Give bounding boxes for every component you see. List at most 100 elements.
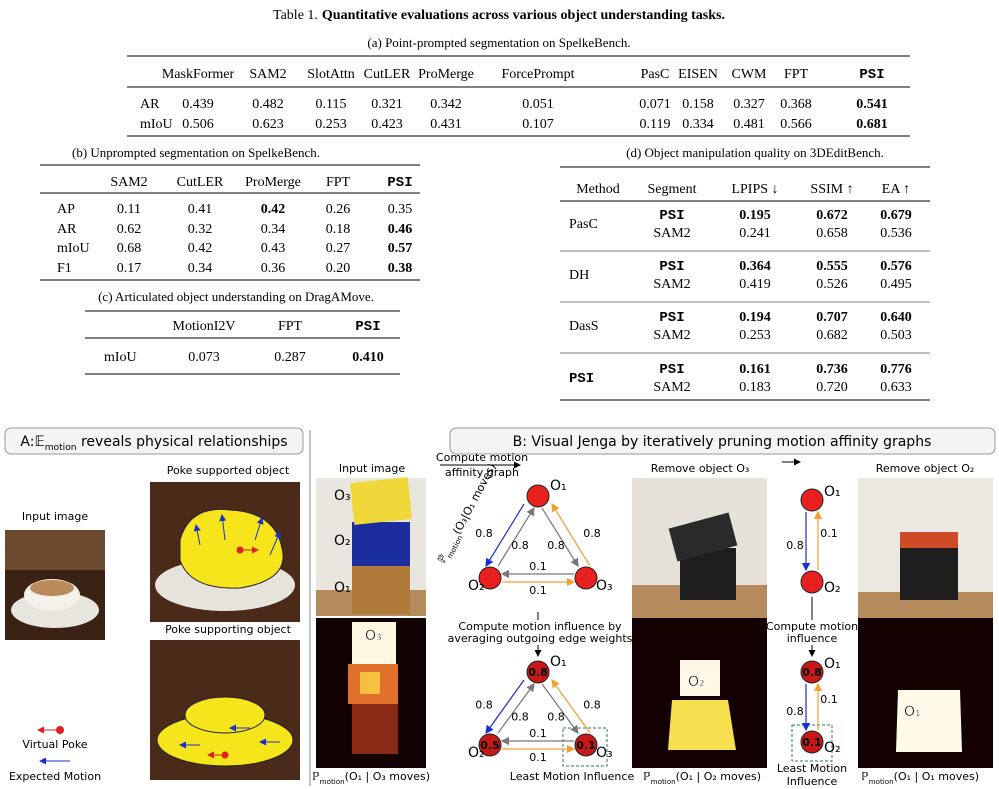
cell: 0.115: [316, 97, 347, 112]
cell: 0.555: [816, 259, 848, 274]
node-label: O₂: [824, 740, 841, 756]
symbol: 𝔼: [34, 434, 44, 450]
cell: 0.482: [252, 97, 284, 112]
edge-weight: 0.8: [475, 527, 493, 540]
image-label: Input image: [339, 462, 405, 475]
segment: PSI: [659, 208, 684, 224]
heatmap-caption: ℙmotion(O₁ | O₁ moves): [861, 770, 979, 786]
cell: 0.26: [326, 202, 351, 217]
graph-node: [574, 733, 598, 757]
graph-edge: [551, 502, 591, 567]
segment: PSI: [659, 362, 684, 378]
image-label: Remove object O₃: [651, 462, 750, 475]
row-label: AR: [140, 97, 160, 112]
edge-weight: 0.1: [820, 693, 838, 706]
column-header: FPT: [278, 319, 303, 334]
cell: 0.34: [188, 261, 213, 276]
column-header: MotionI2V: [173, 319, 236, 334]
table-caption: (c) Articulated object understanding on …: [98, 289, 374, 304]
cell: 0.720: [816, 380, 848, 395]
column-header: Method: [576, 182, 620, 197]
heatmap-caption: ℙmotion(O₁ | O₃ moves): [312, 770, 430, 786]
symbol: ℙ: [861, 770, 869, 783]
column-header: SlotAttn: [307, 67, 354, 82]
cell: 0.119: [640, 117, 671, 132]
figure-art: [4, 427, 996, 786]
graph-edge: [497, 683, 535, 734]
cell: 0.672: [816, 208, 848, 223]
node-value: 0.1: [802, 736, 822, 749]
symbol: ℙ: [643, 770, 651, 783]
graph-node: [526, 660, 550, 684]
column-header: ProMerge: [245, 175, 301, 190]
column-header: EISEN: [678, 67, 718, 82]
edge-weight: 0.8: [786, 705, 804, 718]
column-header: SAM2: [110, 175, 147, 190]
node-value: 0.8: [528, 666, 548, 679]
cell: 0.287: [274, 350, 306, 365]
edge-weight: 0.8: [547, 711, 565, 724]
panel-title: A:𝔼motion reveals physical relationships: [20, 434, 287, 453]
cell: 0.42: [188, 241, 213, 256]
column-header: CWM: [732, 67, 768, 82]
graph-edge: [541, 507, 579, 568]
row-label: F1: [57, 261, 72, 276]
node-value: 0.8: [802, 666, 822, 679]
cell: 0.503: [880, 328, 912, 343]
table-caption: (d) Object manipulation quality on 3DEdi…: [626, 145, 884, 160]
column-header: SSIM ↑: [810, 182, 853, 197]
graph-node: [800, 660, 824, 684]
cell: 0.576: [880, 259, 912, 274]
cell: 0.051: [522, 97, 554, 112]
cell: 0.241: [739, 226, 771, 241]
node-label: O₂: [468, 578, 485, 594]
column-header: ProMerge: [418, 67, 474, 82]
row-label: AR: [57, 222, 77, 237]
step-label: averaging outgoing edge weights: [448, 632, 633, 645]
object-label: O₂: [688, 674, 705, 690]
image-label: Remove object O₂: [876, 462, 975, 475]
symbol: ℙ: [312, 770, 320, 783]
graph-node: [478, 566, 502, 590]
node-value: 0.1: [576, 739, 596, 752]
node-label: O₃: [596, 745, 613, 761]
cell: 0.161: [739, 362, 771, 377]
graph-edge: [497, 506, 535, 567]
segment: SAM2: [653, 226, 690, 241]
edge-weight: 0.8: [547, 539, 565, 552]
cell: 0.342: [430, 97, 462, 112]
cell: 0.334: [682, 117, 714, 132]
column-header: PSI: [355, 319, 380, 335]
column-header: ForcePrompt: [501, 67, 574, 82]
cell: 0.35: [388, 202, 413, 217]
object-label: O₃: [365, 628, 382, 644]
segment: SAM2: [653, 328, 690, 343]
segment: PSI: [659, 310, 684, 326]
method: PasC: [569, 217, 598, 232]
edge-weight: 0.8: [786, 539, 804, 552]
panel-title: B: Visual Jenga by iteratively pruning m…: [513, 434, 932, 450]
edge-weight: 0.8: [511, 539, 529, 552]
legend-label: Expected Motion: [9, 770, 101, 783]
edge-weight: 0.8: [475, 699, 493, 712]
step-label: influence: [787, 632, 838, 645]
image-label: Input image: [22, 510, 88, 523]
cell: 0.410: [352, 350, 384, 365]
edge-weight: 0.1: [820, 527, 838, 540]
text: (O₁ | O₃ moves): [345, 770, 430, 783]
step-label: Compute motion influence by: [458, 620, 622, 633]
cell: 0.41: [188, 202, 213, 217]
table-caption: Table 1. Quantitative evaluations across …: [273, 8, 725, 23]
cell: 0.419: [739, 277, 771, 292]
object-label: O₁: [334, 580, 351, 596]
node-label: O₁: [550, 478, 567, 494]
row-label: mIoU: [104, 350, 137, 365]
cell: 0.253: [739, 328, 771, 343]
cell: 0.736: [816, 362, 848, 377]
cell: 0.073: [188, 350, 220, 365]
table-caption: (b) Unprompted segmentation on SpelkeBen…: [72, 145, 320, 160]
cell: 0.566: [780, 117, 812, 132]
image-label: Poke supported object: [167, 464, 290, 477]
cell: 0.107: [522, 117, 554, 132]
